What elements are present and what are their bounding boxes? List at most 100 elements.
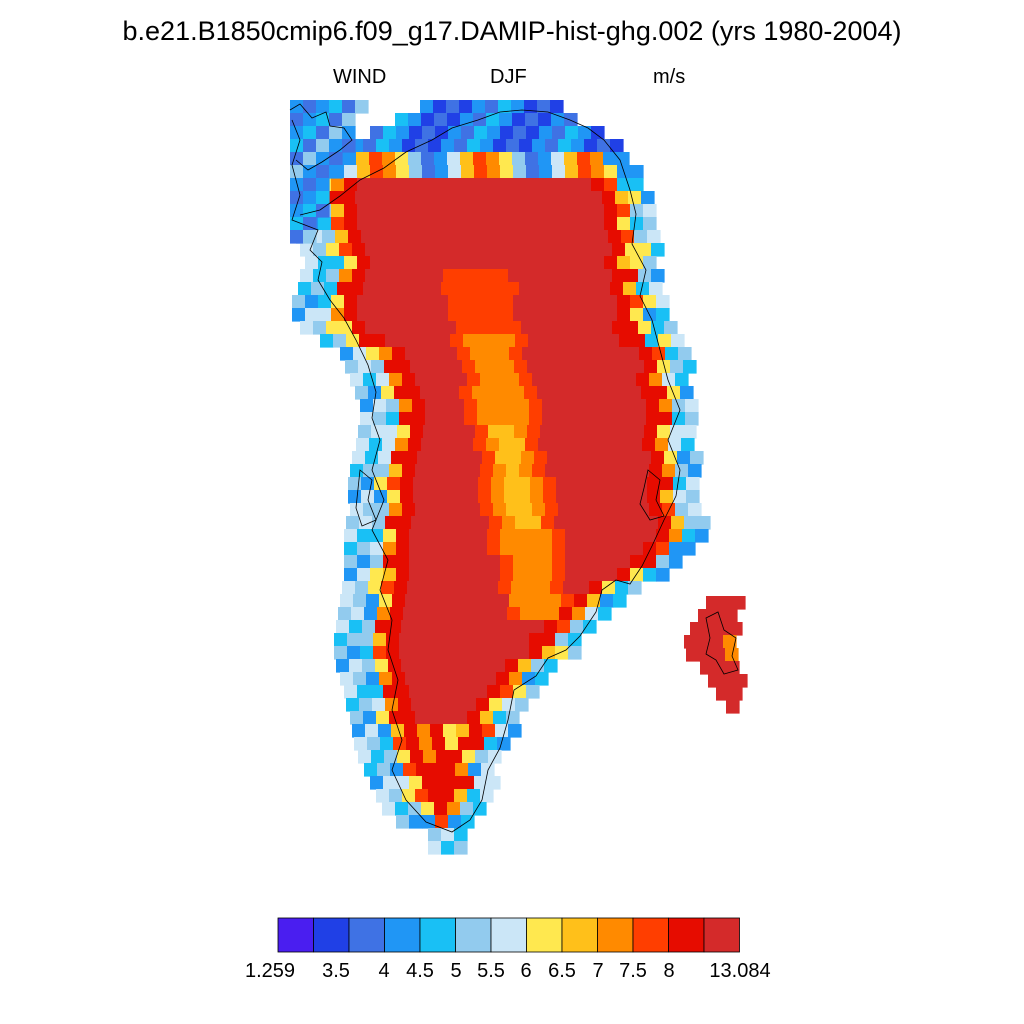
map-cell [383,217,397,231]
map-cell [411,516,425,530]
map-cell [591,204,605,218]
map-cell [290,139,304,153]
map-cell [534,243,548,257]
map-cell [489,334,503,348]
map-cell [447,113,461,127]
map-cell [448,776,462,790]
map-cell [381,581,395,595]
map-cell [456,269,470,283]
map-cell [416,763,430,777]
map-cell [599,243,613,257]
map-cell [501,425,515,439]
map-cell [451,646,465,660]
map-cell [589,191,603,205]
map-cell [643,295,657,309]
map-cell [428,139,442,153]
map-cell [303,217,317,231]
map-cell [338,607,352,621]
map-cell [526,568,540,582]
map-cell [441,503,455,517]
map-cell [480,464,494,478]
map-cell [357,568,371,582]
map-cell [632,334,646,348]
map-cell [409,165,423,179]
map-cell [467,789,481,803]
map-cell [586,321,600,335]
map-cell [360,399,374,413]
map-cell [478,477,492,491]
map-cell [422,256,436,270]
map-cell [366,594,380,608]
map-cell [357,555,371,569]
map-cell [539,165,553,179]
map-cell [460,438,474,452]
map-cell [560,451,574,465]
map-cell [364,607,378,621]
map-cell [729,687,743,701]
map-cell [566,425,580,439]
map-cell [617,204,631,218]
map-cell [292,295,306,309]
map-cell [543,490,557,504]
map-cell [530,477,544,491]
map-cell [303,204,317,218]
map-cell [396,204,410,218]
map-cell [673,477,687,491]
map-cell [473,802,487,816]
map-cell [591,542,605,556]
colorbar-tick-label: 3.5 [322,960,350,982]
map-cell [580,334,594,348]
map-cell [415,373,429,387]
map-cell [524,191,538,205]
map-cell [616,438,630,452]
map-cell [500,178,514,192]
map-cell [355,100,369,114]
map-cell [472,386,486,400]
map-cell [493,464,507,478]
map-cell [371,360,385,374]
map-cell [539,568,553,582]
map-cell [498,386,512,400]
map-cell [415,139,429,153]
map-cell [513,308,527,322]
map-cell [565,178,579,192]
map-cell [482,724,496,738]
map-cell [426,477,440,491]
map-cell [550,191,564,205]
map-cell [428,828,442,842]
map-cell [465,477,479,491]
map-cell [363,464,377,478]
colorbar-tick-label: 7 [592,960,604,982]
map-cell [535,594,549,608]
map-cell [437,698,451,712]
map-cell [370,256,384,270]
map-cell [421,113,435,127]
map-cell [419,737,433,751]
map-cell [522,672,536,686]
map-cell [443,724,457,738]
map-cell [495,269,509,283]
map-cell [490,412,504,426]
map-cell [606,516,620,530]
field-cells [290,100,748,855]
map-cell [571,282,585,296]
map-cell [538,438,552,452]
map-cell [373,646,387,660]
map-cell [567,334,581,348]
map-cell [397,425,411,439]
map-cell [646,399,660,413]
map-cell [409,568,423,582]
map-cell [557,620,571,634]
map-cell [399,399,413,413]
map-cell [590,438,604,452]
map-cell [375,620,389,634]
map-cell [486,113,500,127]
map-cell [451,633,465,647]
map-cell [316,204,330,218]
map-cell [461,295,475,309]
map-cell [420,581,434,595]
map-cell [454,139,468,153]
map-cell [435,204,449,218]
map-cell [437,516,451,530]
